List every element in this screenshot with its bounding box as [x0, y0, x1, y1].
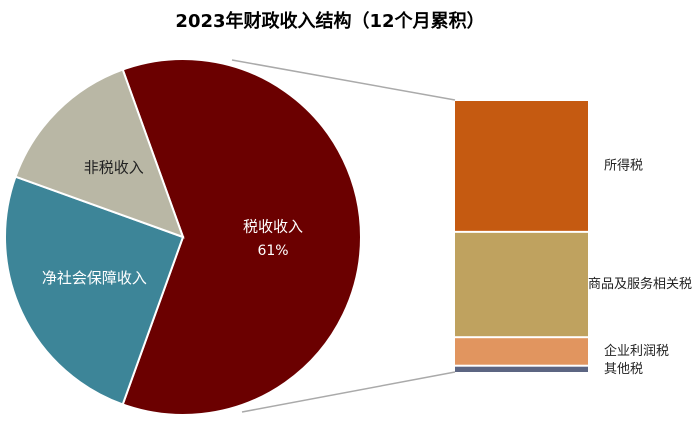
slice-label: 非税收入 [84, 158, 144, 176]
pie-slice [4, 175, 185, 406]
bar-segment [455, 338, 588, 365]
pie-slice [14, 68, 185, 239]
connector-line [241, 371, 456, 413]
bar-segment [455, 101, 588, 231]
segment-label: 商品及服务相关税 [588, 276, 692, 292]
bar-segment [455, 232, 588, 337]
segment-label: 企业利润税 [604, 343, 669, 359]
connector-line [231, 59, 456, 101]
pie-slice [121, 58, 362, 416]
segment-label: 其他税 [604, 362, 643, 377]
bar-segment [455, 366, 588, 372]
segment-label: 所得税 [604, 157, 643, 173]
slice-value-label: 61% [257, 243, 288, 259]
slice-label: 税收收入 [243, 218, 303, 236]
slice-label: 净社会保障收入 [42, 269, 147, 287]
chart-title: 2023年财政收入结构（12个月累积） [175, 10, 484, 32]
